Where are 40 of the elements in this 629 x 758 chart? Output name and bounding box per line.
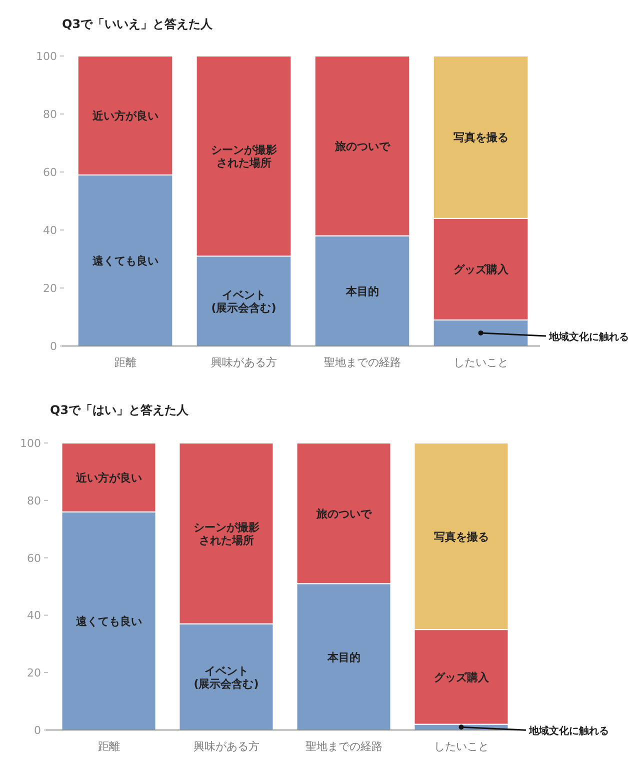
data-label: 遠くても良い <box>74 614 142 628</box>
x-tick-label: 聖地までの経路 <box>324 356 401 369</box>
y-tick-label: 100 <box>36 50 57 63</box>
chart-title: Q3で「いいえ」と答えた人 <box>62 17 214 31</box>
x-tick-label: 聖地までの経路 <box>305 740 382 753</box>
data-label: 本目的 <box>344 284 379 298</box>
y-tick-label: 80 <box>43 108 57 121</box>
chart-title: Q3で「はい」と答えた人 <box>50 403 190 417</box>
y-tick-label: 100 <box>20 437 41 450</box>
y-tick-label: 0 <box>50 340 57 353</box>
x-tick-label: 距離 <box>114 356 136 369</box>
data-label: 写真を撮る <box>434 530 489 544</box>
y-tick-label: 20 <box>43 282 57 295</box>
data-label: シーンが撮影された場所 <box>210 143 277 170</box>
annotation: 地域文化に触れる <box>548 330 629 343</box>
data-label: 遠くても良い <box>91 254 158 268</box>
y-tick-label: 0 <box>34 724 41 737</box>
y-tick-label: 40 <box>43 224 57 237</box>
data-label: 近い方が良い <box>74 471 142 484</box>
data-label: 旅のついで <box>315 507 372 520</box>
x-tick-label: 興味がある方 <box>193 740 260 753</box>
x-tick-label: 距離 <box>98 740 120 753</box>
annotation: 地域文化に触れる <box>528 725 609 738</box>
data-label: 写真を撮る <box>453 131 508 144</box>
data-label: シーンが撮影された場所 <box>193 520 260 548</box>
x-tick-label: 興味がある方 <box>210 356 277 369</box>
data-label: 近い方が良い <box>91 109 158 122</box>
y-tick-label: 60 <box>43 166 57 179</box>
y-tick-label: 20 <box>27 666 41 680</box>
data-label: イベント (展示会含む) <box>194 664 259 691</box>
y-tick-label: 60 <box>27 552 41 565</box>
x-tick-label: したいこと <box>453 356 508 369</box>
data-label: グッズ購入 <box>434 670 490 684</box>
y-tick-label: 80 <box>27 494 41 508</box>
x-tick-label: したいこと <box>434 740 489 753</box>
data-label: 本目的 <box>326 650 360 664</box>
data-label: イベント (展示会含む) <box>211 288 276 315</box>
data-label: グッズ購入 <box>453 263 510 276</box>
y-tick-label: 40 <box>27 609 41 622</box>
data-label: 旅のついで <box>334 140 391 153</box>
